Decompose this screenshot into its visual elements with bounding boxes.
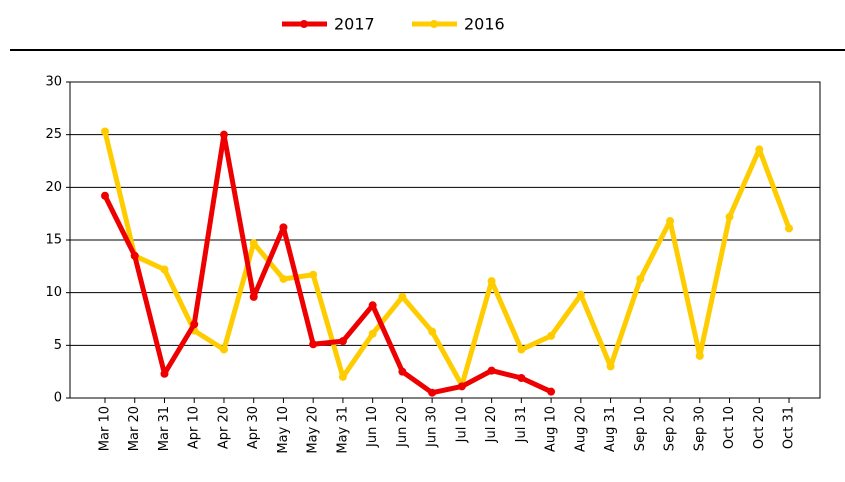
point [279, 274, 288, 283]
point [547, 387, 556, 396]
x-tick-label: Jul 20 [484, 406, 499, 443]
point [368, 329, 377, 338]
x-tick-label: May 10 [276, 406, 291, 454]
series-line [102, 132, 553, 396]
legend-marker [430, 20, 438, 28]
point [428, 388, 437, 397]
x-tick-label: Mar 10 [98, 406, 113, 451]
x-tick-label: Mar 20 [127, 406, 142, 451]
point [279, 223, 288, 232]
y-tick-label: 0 [54, 391, 62, 406]
x-tick-label: Oct 10 [722, 406, 737, 449]
point [576, 290, 585, 299]
point [487, 366, 496, 375]
point [101, 191, 109, 200]
legend-marker [300, 20, 308, 28]
point [695, 351, 704, 360]
point [487, 277, 496, 286]
plot-border [69, 81, 821, 399]
point [219, 130, 228, 139]
point [338, 337, 347, 346]
x-tick-label: Sep 10 [633, 406, 648, 451]
x-tick-label: Jul 31 [514, 406, 529, 443]
point [130, 251, 139, 260]
x-tick-label: Aug 20 [573, 406, 588, 452]
x-tick-label: Mar 31 [157, 406, 172, 451]
point [785, 224, 794, 233]
point [636, 274, 645, 283]
x-tick-label: Oct 31 [782, 406, 797, 449]
x-tick-label: Aug 31 [603, 406, 618, 452]
point [160, 265, 169, 274]
point [368, 301, 377, 310]
point [755, 145, 764, 154]
y-tick-label: 25 [45, 127, 62, 142]
x-tick-label: Sep 20 [663, 406, 678, 451]
x-tick-label: Oct 20 [752, 406, 767, 449]
point [398, 292, 407, 301]
x-tick-label: Aug 10 [544, 406, 559, 452]
series-line [102, 130, 792, 388]
point [725, 212, 734, 221]
y-tick-label: 10 [45, 285, 62, 300]
point [190, 320, 199, 329]
y-tick-label: 20 [45, 180, 62, 195]
point [338, 372, 347, 381]
x-tick-label: Apr 10 [187, 406, 202, 449]
point [249, 292, 258, 301]
x-tick-label: Sep 30 [692, 406, 707, 451]
point [666, 217, 675, 226]
point [219, 345, 228, 354]
point [398, 367, 407, 376]
legend-label: 2016 [464, 15, 505, 34]
x-tick-label: Jun 20 [395, 406, 410, 448]
point [249, 239, 258, 248]
point [547, 331, 556, 340]
x-tick-label: May 20 [306, 406, 321, 454]
point [428, 327, 437, 336]
legend-label: 2017 [334, 15, 375, 34]
x-tick-label: Jun 10 [365, 406, 380, 448]
point [606, 362, 615, 371]
y-tick-label: 15 [45, 233, 62, 248]
x-tick-label: Jun 30 [425, 406, 440, 448]
x-tick-label: Apr 20 [216, 406, 231, 449]
point [309, 270, 318, 279]
y-tick-label: 30 [45, 75, 62, 90]
point [160, 369, 169, 378]
point [309, 340, 318, 349]
x-tick-label: Apr 30 [246, 406, 261, 449]
point [517, 345, 526, 354]
x-tick-label: Jul 10 [454, 406, 469, 443]
x-tick-label: May 31 [335, 406, 350, 454]
point [101, 127, 109, 136]
point [457, 382, 466, 391]
point [517, 373, 526, 382]
y-tick-label: 5 [54, 338, 62, 353]
